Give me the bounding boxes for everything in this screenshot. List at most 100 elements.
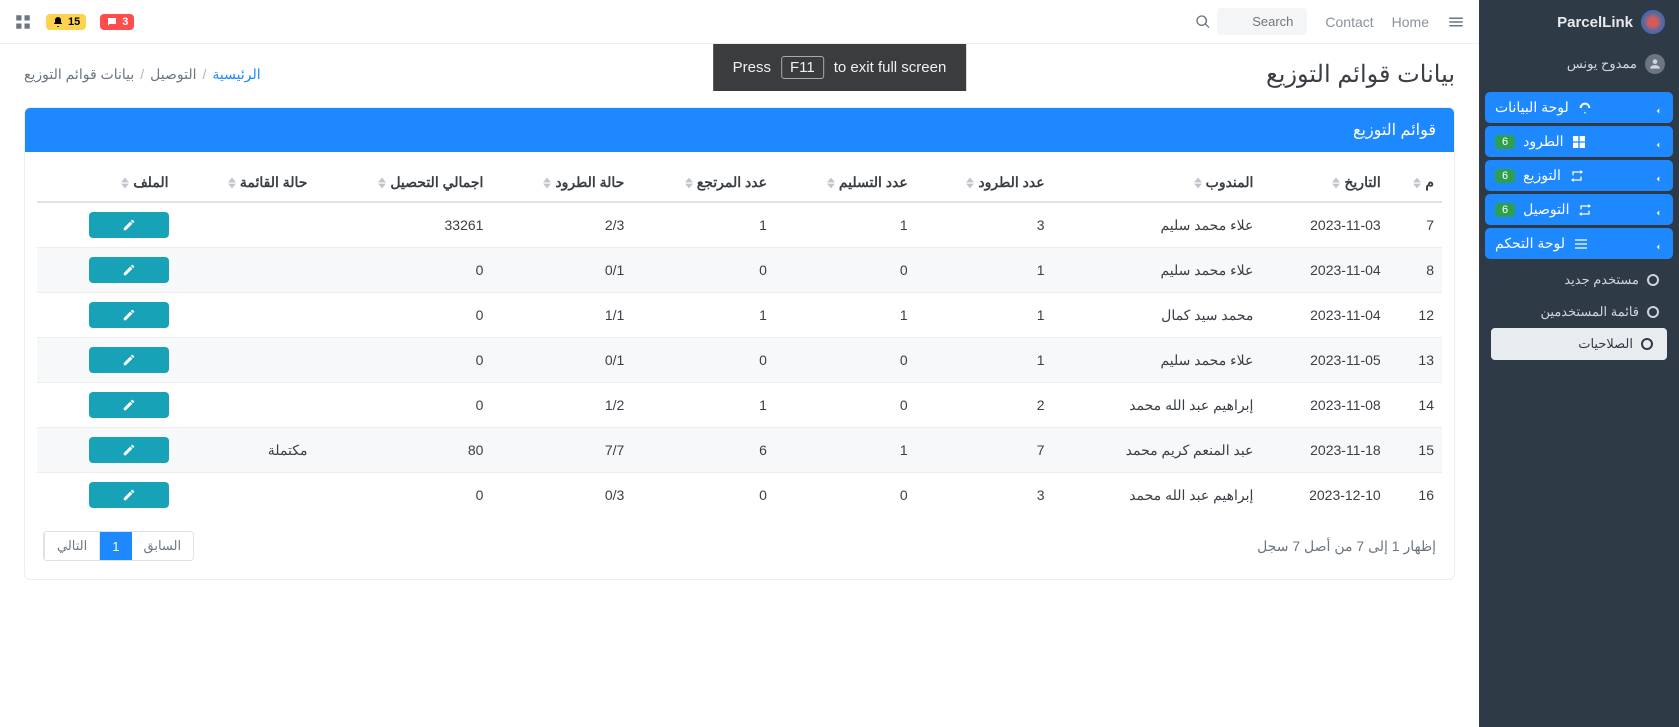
sort-icon bbox=[685, 177, 693, 189]
edit-button[interactable] bbox=[89, 392, 169, 418]
card-header: قوائم التوزيع bbox=[25, 108, 1454, 152]
cell-list-status bbox=[177, 248, 316, 293]
pencil-icon bbox=[122, 353, 136, 367]
fs-pre: Press bbox=[733, 59, 771, 76]
nav-parcels[interactable]: الطرود 6 bbox=[1485, 126, 1673, 157]
cell-delivered: 0 bbox=[775, 473, 916, 518]
col-date[interactable]: التاريخ bbox=[1261, 164, 1388, 202]
notif-count: 15 bbox=[68, 16, 80, 28]
col-idx[interactable]: م bbox=[1389, 164, 1442, 202]
col-file[interactable]: الملف bbox=[37, 164, 177, 202]
sort-icon bbox=[228, 177, 236, 189]
cell-returned: 0 bbox=[632, 473, 775, 518]
cell-file bbox=[37, 293, 177, 338]
edit-button[interactable] bbox=[89, 302, 169, 328]
notifications-button[interactable]: 15 bbox=[46, 14, 86, 30]
subnav-new-user[interactable]: مستخدم جديد bbox=[1485, 264, 1673, 296]
cell-list-status: مكتملة bbox=[177, 428, 316, 473]
crumb-home[interactable]: الرئيسية bbox=[212, 66, 260, 83]
info-text: إظهار 1 إلى 7 من أصل 7 سجل bbox=[1257, 538, 1436, 555]
card: قوائم التوزيع م التاريخ المندوب عدد الطر… bbox=[24, 107, 1455, 580]
cell-parcels: 7 bbox=[916, 428, 1053, 473]
cell-file bbox=[37, 338, 177, 383]
cell-total: 80 bbox=[315, 428, 491, 473]
cell-delivered: 1 bbox=[775, 428, 916, 473]
table-footer: إظهار 1 إلى 7 من أصل 7 سجل السابق 1 التا… bbox=[37, 517, 1442, 567]
circle-icon bbox=[1641, 338, 1653, 350]
apps-icon[interactable] bbox=[14, 13, 32, 31]
cell-parcels: 1 bbox=[916, 338, 1053, 383]
col-returned[interactable]: عدد المرتجع bbox=[632, 164, 775, 202]
subnav: مستخدم جديد قائمة المستخدمين الصلاحيات bbox=[1485, 262, 1673, 362]
menu-icon[interactable] bbox=[1447, 13, 1465, 31]
cell-date: 2023-11-03 bbox=[1261, 202, 1388, 248]
cell-status: 0/3 bbox=[491, 473, 632, 518]
edit-button[interactable] bbox=[89, 437, 169, 463]
cell-list-status bbox=[177, 293, 316, 338]
cell-parcels: 2 bbox=[916, 383, 1053, 428]
cell-agent: عبد المنعم كريم محمد bbox=[1053, 428, 1262, 473]
cell-total: 0 bbox=[315, 338, 491, 383]
cell-list-status bbox=[177, 383, 316, 428]
col-agent[interactable]: المندوب bbox=[1053, 164, 1262, 202]
pager-page-1[interactable]: 1 bbox=[99, 532, 131, 560]
chat-icon bbox=[106, 16, 118, 28]
cell-status: 0/1 bbox=[491, 248, 632, 293]
cell-delivered: 0 bbox=[775, 338, 916, 383]
nav-distribution-badge: 6 bbox=[1495, 169, 1515, 183]
pager-next[interactable]: التالي bbox=[44, 532, 99, 560]
nav-distribution[interactable]: التوزيع 6 bbox=[1485, 160, 1673, 191]
crumb-sep: / bbox=[202, 66, 206, 83]
user-row[interactable]: ممدوح يونس bbox=[1479, 44, 1679, 84]
pencil-icon bbox=[122, 398, 136, 412]
nav-delivery[interactable]: التوصيل 6 bbox=[1485, 194, 1673, 225]
edit-button[interactable] bbox=[89, 257, 169, 283]
brand-logo-icon bbox=[1641, 10, 1665, 34]
col-parcels[interactable]: عدد الطرود bbox=[916, 164, 1053, 202]
edit-button[interactable] bbox=[89, 212, 169, 238]
table-row: 14 2023-11-08 إبراهيم عبد الله محمد 2 0 … bbox=[37, 383, 1442, 428]
pager-prev[interactable]: السابق bbox=[132, 532, 194, 560]
cell-list-status bbox=[177, 202, 316, 248]
cell-agent: إبراهيم عبد الله محمد bbox=[1053, 473, 1262, 518]
crumb-current: بيانات قوائم التوزيع bbox=[24, 66, 134, 83]
chevron-left-icon bbox=[1653, 171, 1663, 181]
cell-date: 2023-11-08 bbox=[1261, 383, 1388, 428]
contact-link[interactable]: Contact bbox=[1325, 14, 1373, 30]
fs-post: to exit full screen bbox=[834, 59, 947, 76]
cell-total: 0 bbox=[315, 383, 491, 428]
cell-returned: 0 bbox=[632, 338, 775, 383]
search-input[interactable] bbox=[1217, 8, 1307, 35]
crumb-delivery[interactable]: التوصيل bbox=[150, 66, 196, 83]
col-status[interactable]: حالة الطرود bbox=[491, 164, 632, 202]
sort-icon bbox=[1332, 177, 1340, 189]
nav-dashboard-label: لوحة البيانات bbox=[1495, 99, 1569, 116]
edit-button[interactable] bbox=[89, 347, 169, 373]
subnav-permissions[interactable]: الصلاحيات bbox=[1491, 328, 1667, 360]
cell-status: 1/1 bbox=[491, 293, 632, 338]
parcels-icon bbox=[1571, 134, 1587, 150]
cell-status: 2/3 bbox=[491, 202, 632, 248]
nav-control-label: لوحة التحكم bbox=[1495, 235, 1565, 252]
subnav-user-list[interactable]: قائمة المستخدمين bbox=[1485, 296, 1673, 328]
sort-icon bbox=[121, 177, 129, 189]
cell-file bbox=[37, 202, 177, 248]
pencil-icon bbox=[122, 218, 136, 232]
cell-date: 2023-11-04 bbox=[1261, 248, 1388, 293]
cell-idx: 15 bbox=[1389, 428, 1442, 473]
nav-dashboard[interactable]: لوحة البيانات bbox=[1485, 92, 1673, 123]
sidebar: ParcelLink ممدوح يونس لوحة البيانات الطر… bbox=[1479, 0, 1679, 727]
pencil-icon bbox=[122, 263, 136, 277]
nav-control[interactable]: لوحة التحكم bbox=[1485, 228, 1673, 259]
messages-button[interactable]: 3 bbox=[100, 14, 134, 30]
col-list-status[interactable]: حالة القائمة bbox=[177, 164, 316, 202]
cell-agent: محمد سيد كمال bbox=[1053, 293, 1262, 338]
circle-icon bbox=[1647, 274, 1659, 286]
home-link[interactable]: Home bbox=[1392, 14, 1429, 30]
edit-button[interactable] bbox=[89, 482, 169, 508]
col-delivered[interactable]: عدد التسليم bbox=[775, 164, 916, 202]
col-total[interactable]: اجمالي التحصيل bbox=[315, 164, 491, 202]
cell-delivered: 1 bbox=[775, 202, 916, 248]
search-icon[interactable] bbox=[1195, 14, 1211, 30]
cell-parcels: 1 bbox=[916, 248, 1053, 293]
